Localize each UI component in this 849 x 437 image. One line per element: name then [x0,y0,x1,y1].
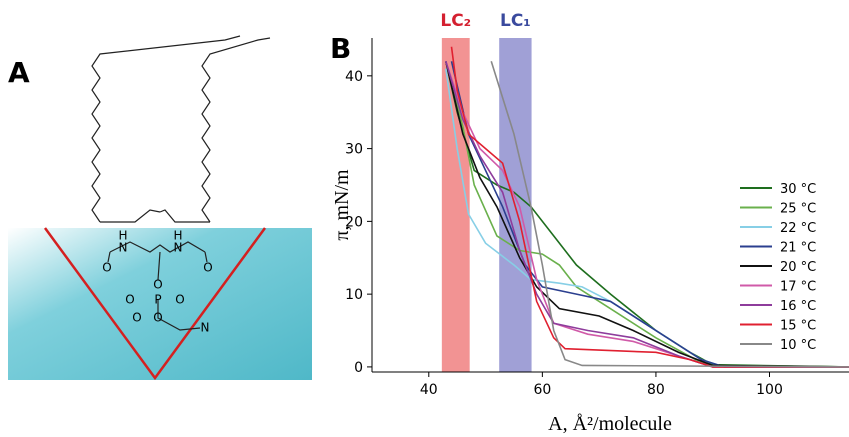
x-tick-label: 60 [533,382,551,398]
legend-label: 17 °C [780,280,816,295]
band-label: LC₂ [440,11,471,31]
chain [91,35,241,223]
bonds [107,241,208,331]
v-outline [43,227,267,381]
atom: O [153,311,162,325]
legend-label: 30 °C [780,182,816,197]
atom: O [175,293,184,307]
legend-label: 16 °C [780,299,816,314]
band-label: LC₁ [500,11,531,31]
legend-label: 10 °C [780,338,816,353]
isotherm [450,46,849,368]
chain [159,209,210,223]
x-tick-label: 40 [420,382,438,398]
atom: H [173,229,182,243]
y-tick-label: 10 [345,287,363,303]
x-tick-label: 100 [756,382,783,398]
phase-band [441,38,470,372]
atom: H [118,229,127,243]
atom: O [203,261,212,275]
atom: O [153,278,162,292]
atom: O [102,261,111,275]
isotherm [490,61,849,368]
atom: N [201,321,210,335]
legend-label: 20 °C [780,260,816,275]
legend-label: 15 °C [780,319,816,334]
isotherm [450,61,849,368]
atom: N [119,241,128,255]
panel-label: A [8,56,30,89]
y-tick-label: 30 [345,142,363,158]
legend-label: 25 °C [780,202,816,217]
atom: N [174,241,183,255]
x-tick-label: 80 [647,382,665,398]
atom: O [132,311,141,325]
y-axis-label: π, mN/m [331,169,353,241]
plot-area [445,46,849,368]
atom: O [125,293,134,307]
atom: P [154,293,161,307]
y-tick-label: 0 [354,360,363,376]
x-axis-label: A, Å²/molecule [548,413,672,435]
y-tick-label: 20 [345,214,363,230]
chain [201,37,271,223]
chain [100,209,161,223]
legend-label: 21 °C [780,241,816,256]
panel-label: B [330,32,351,65]
panel-a: H N H N O O O O O P O O N A [8,35,312,381]
legend-label: 22 °C [780,221,816,236]
y-tick-label: 40 [345,69,363,85]
